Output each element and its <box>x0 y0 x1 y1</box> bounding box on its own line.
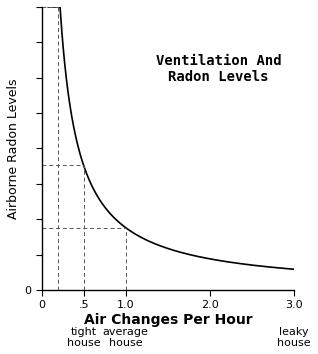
Text: leaky
house: leaky house <box>277 327 311 348</box>
Text: tight
house: tight house <box>67 327 100 348</box>
Y-axis label: Airborne Radon Levels: Airborne Radon Levels <box>7 78 20 219</box>
X-axis label: Air Changes Per Hour: Air Changes Per Hour <box>84 313 252 327</box>
Text: average
house: average house <box>103 327 149 348</box>
Text: Ventilation And
Radon Levels: Ventilation And Radon Levels <box>156 54 281 84</box>
